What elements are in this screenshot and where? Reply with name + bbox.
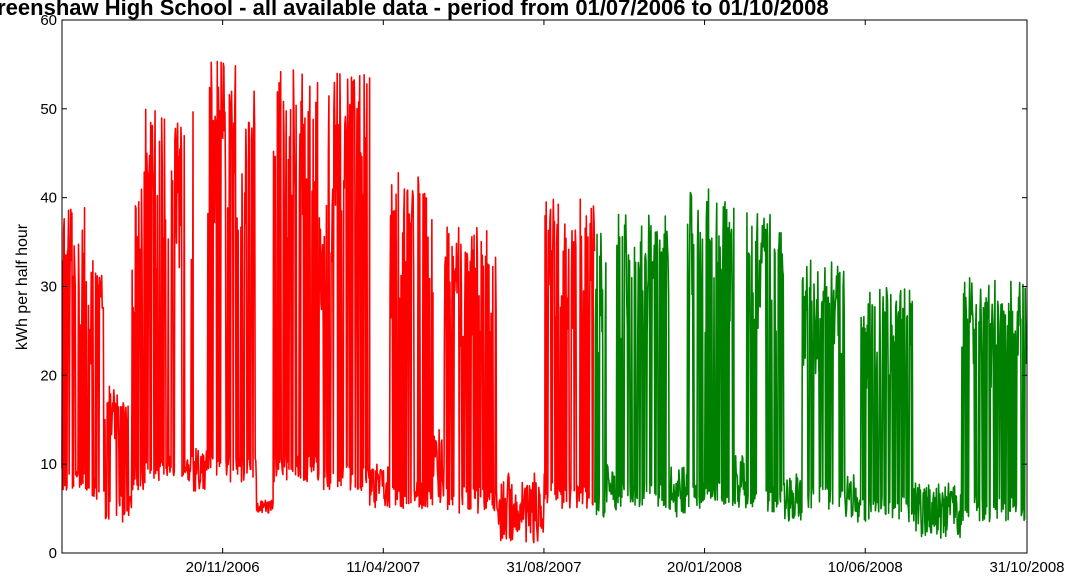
chart-title-container: Greenshaw High School - all available da…	[0, 0, 1080, 34]
y-axis: 0 10 20 30 40 50 60	[40, 12, 1027, 562]
y-tick-label: 0	[49, 545, 57, 562]
x-tick-label: 11/04/2007	[346, 559, 420, 576]
x-tick-label: 20/01/2008	[667, 559, 742, 576]
y-tick-label: 20	[40, 367, 57, 384]
series-layer	[61, 60, 1028, 544]
y-axis-label: kWh per half hour	[14, 223, 31, 350]
y-tick-label: 10	[40, 456, 57, 473]
y-tick-label: 40	[40, 190, 57, 207]
y-tick-label: 50	[40, 101, 57, 118]
x-tick-label: 31/10/2008	[989, 559, 1064, 576]
y-tick-label: 30	[40, 279, 57, 296]
series-line-green	[594, 188, 1028, 539]
y-tick-label: 60	[40, 12, 57, 29]
x-tick-label: 10/06/2008	[828, 559, 903, 576]
x-tick-label: 31/08/2007	[506, 559, 581, 576]
chart-title: Greenshaw High School - all available da…	[0, 0, 829, 20]
x-tick-label: 20/11/2006	[186, 559, 260, 576]
x-axis: 20/11/2006 11/04/2007 31/08/2007 20/01/2008…	[186, 20, 1065, 576]
series-line-red	[61, 60, 596, 544]
